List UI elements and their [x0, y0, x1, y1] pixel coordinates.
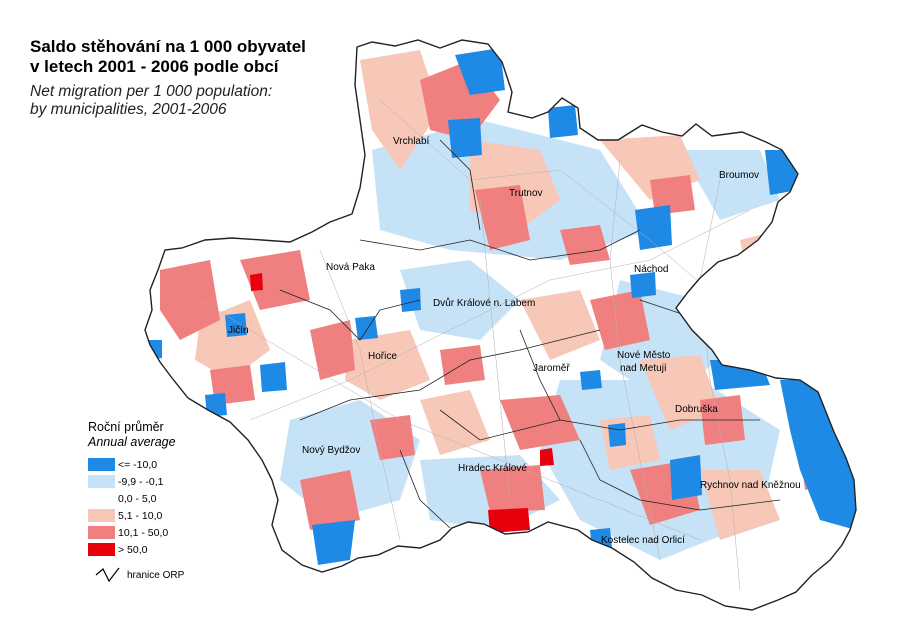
city-label: nad Metují — [620, 363, 667, 374]
legend-label: 0,0 - 5,0 — [118, 492, 157, 505]
legend-item: <= -10,0 — [88, 456, 176, 473]
city-label: Trutnov — [509, 188, 543, 199]
boundary-label: hranice ORP — [127, 569, 185, 581]
legend-item: > 50,0 — [88, 541, 176, 558]
city-label: Vrchlabí — [393, 136, 430, 147]
legend-label: 5,1 - 10,0 — [118, 509, 163, 522]
legend-label: > 50,0 — [118, 543, 148, 556]
legend-swatch — [88, 475, 115, 488]
city-label: Jaroměř — [533, 363, 570, 374]
legend-swatch — [88, 509, 115, 522]
legend-swatch — [88, 526, 115, 539]
city-label: Broumov — [719, 170, 759, 181]
city-label: Dvůr Králové n. Labem — [433, 297, 535, 309]
legend-label: <= -10,0 — [118, 458, 158, 471]
legend-item: 10,1 - 50,0 — [88, 524, 176, 541]
map-subtitle: Net migration per 1 000 population: by m… — [30, 83, 330, 119]
city-label: Nová Paka — [326, 262, 375, 273]
boundary-line-icon — [95, 567, 120, 583]
city-label: Nový Bydžov — [302, 445, 360, 456]
city-label: Hořice — [368, 351, 397, 362]
legend-swatch — [88, 543, 115, 556]
subtitle-line: Net migration per 1 000 population: — [30, 83, 273, 100]
legend-label: -9,9 - -0,1 — [118, 475, 164, 488]
city-label: Kostelec nad Orlicí — [601, 535, 685, 546]
city-label: Dobruška — [675, 404, 718, 415]
city-label: Jičín — [228, 325, 249, 336]
legend: Roční průměr Annual average <= -10,0 -9,… — [88, 420, 176, 558]
legend-item: 0,0 - 5,0 — [88, 490, 176, 507]
legend-swatch — [88, 458, 115, 471]
legend-title: Roční průměr — [88, 420, 164, 434]
orp-boundary-legend: hranice ORP — [95, 566, 184, 584]
title-line: Saldo stěhování na 1 000 obyvatel — [30, 37, 306, 56]
map-title: Saldo stěhování na 1 000 obyvatel v lete… — [30, 37, 370, 77]
subtitle-line: by municipalities, 2001-2006 — [30, 101, 227, 118]
city-label: Rychnov nad Kněžnou — [700, 480, 801, 491]
city-label: Hradec Králové — [458, 463, 527, 474]
legend-subtitle: Annual average — [88, 435, 176, 449]
city-label: Nové Město — [617, 350, 671, 361]
title-line: v letech 2001 - 2006 podle obcí — [30, 57, 279, 76]
legend-swatch — [88, 492, 115, 505]
city-label: Náchod — [634, 264, 668, 275]
legend-item: -9,9 - -0,1 — [88, 473, 176, 490]
legend-item: 5,1 - 10,0 — [88, 507, 176, 524]
legend-label: 10,1 - 50,0 — [118, 526, 169, 539]
